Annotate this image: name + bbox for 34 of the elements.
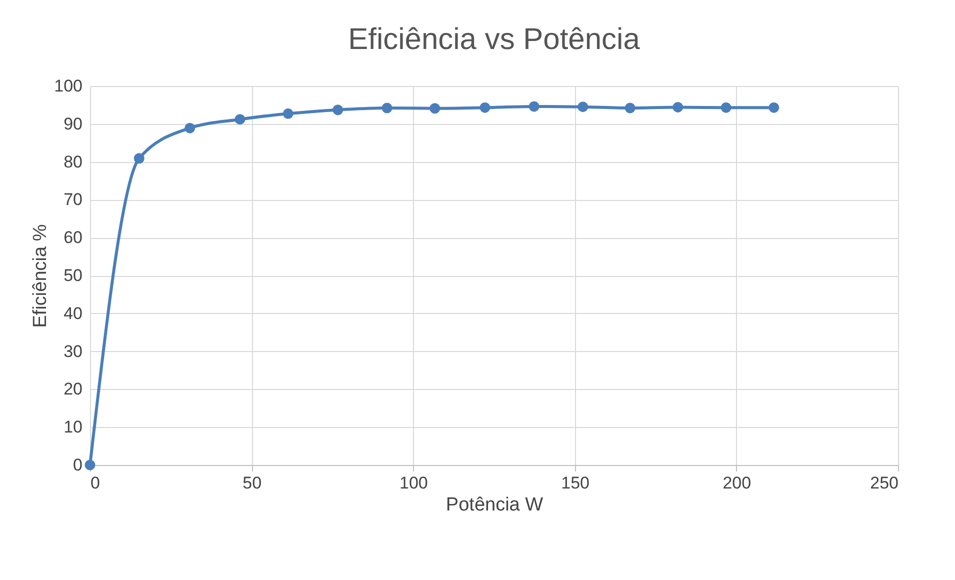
point: [480, 102, 490, 113]
chart-title: Eficiência vs Potência: [348, 23, 640, 56]
point: [282, 108, 294, 119]
point: [720, 102, 732, 113]
y-tick-label: 30: [64, 342, 82, 361]
y-tick-label: 10: [64, 418, 82, 437]
y-axis-title: Eficiência %: [30, 224, 52, 328]
y-tick-label: 90: [64, 114, 82, 134]
x-axis-title: Potência W: [446, 494, 544, 516]
point: [768, 102, 780, 113]
point: [134, 153, 144, 164]
point: [624, 102, 636, 114]
x-tick-label: 0: [90, 474, 100, 492]
point: [184, 122, 196, 134]
y-tick-label: 60: [64, 228, 82, 248]
y-tick-label: 50: [64, 266, 82, 285]
x-tick-label: 150: [561, 474, 590, 492]
point: [430, 103, 440, 114]
y-tick-label: 40: [64, 304, 82, 323]
y-tick-label: 70: [64, 190, 82, 210]
y-tick-label: 80: [64, 152, 82, 172]
y-tick-label: 20: [64, 380, 82, 399]
point: [672, 102, 684, 112]
x-tick-label: 100: [400, 474, 428, 492]
point: [578, 102, 588, 112]
point: [234, 114, 246, 125]
y-tick-label: 0: [73, 456, 82, 474]
point: [332, 104, 344, 116]
y-tick-label: 100: [54, 76, 82, 96]
x-tick-label: 200: [722, 474, 752, 492]
point: [382, 102, 392, 114]
x-tick-label: 250: [870, 474, 898, 492]
x-tick-label: 50: [242, 474, 262, 492]
point: [528, 101, 540, 112]
